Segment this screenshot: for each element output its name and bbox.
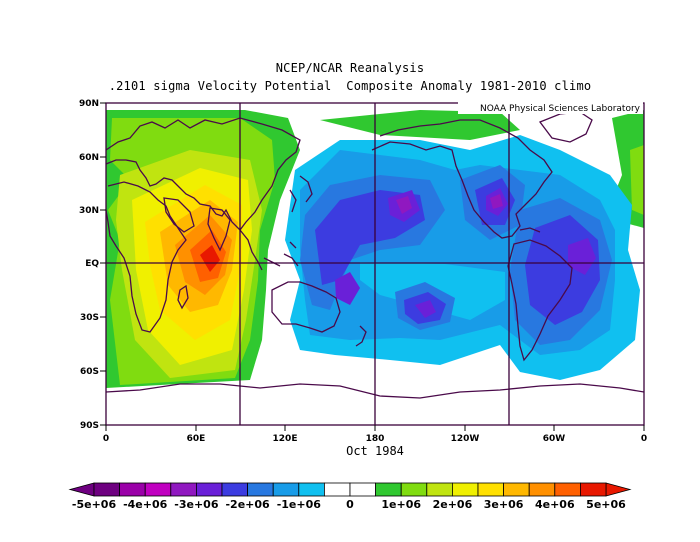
colorbar: [68, 482, 632, 497]
colorbar-arrow-left: [68, 482, 95, 497]
coastline-caribbean: [519, 227, 541, 233]
lon-label: 120E: [273, 434, 298, 444]
figure-subtitle: .2101 sigma Velocity Potential Composite…: [108, 79, 592, 93]
colorbar-label: -4e+06: [123, 498, 168, 511]
negative-anomaly-core: [396, 196, 412, 214]
lat-label: 30N: [79, 206, 99, 216]
colorbar-swatch: [272, 482, 300, 497]
lat-label: 60N: [79, 153, 99, 163]
colorbar-label: 3e+06: [484, 498, 524, 511]
colorbar-swatch: [144, 482, 172, 497]
coastline-arabia: [163, 197, 195, 233]
colorbar-swatch: [221, 482, 249, 497]
coastline-se-asia: [239, 229, 299, 271]
lat-label: 90S: [80, 421, 99, 431]
colorbar-labels: -5e+06 -4e+06 -3e+06 -2e+06 -1e+06 0 1e+06 2e+0…: [72, 498, 626, 511]
lat-label: 90N: [79, 99, 99, 109]
colorbar-swatch: [554, 482, 581, 497]
colorbar-swatch: [477, 482, 505, 497]
lon-label: 0: [641, 434, 647, 444]
colorbar-label: 0: [346, 498, 354, 511]
negative-anomaly-region: [415, 300, 436, 318]
negative-anomaly-region: [335, 272, 360, 305]
colorbar-label: -3e+06: [174, 498, 219, 511]
colorbar-label: 2e+06: [433, 498, 473, 511]
colorbar-swatch: [426, 482, 453, 497]
lat-label: 60S: [80, 367, 99, 377]
coastline-antarctica: [106, 383, 644, 399]
lat-label: 30S: [80, 313, 99, 323]
time-label: Oct 1984: [346, 444, 404, 458]
coastline-south-america: [507, 239, 573, 362]
colorbar-label: -1e+06: [277, 498, 322, 511]
negative-anomaly-core: [490, 194, 503, 209]
colorbar-label: -2e+06: [225, 498, 270, 511]
colorbar-label: 4e+06: [535, 498, 575, 511]
colorbar-arrow-right: [605, 482, 632, 497]
lon-label: 180: [366, 434, 385, 444]
coastlines: [106, 111, 644, 399]
lon-label: 0: [103, 434, 109, 444]
lon-label: 60E: [187, 434, 206, 444]
colorbar-swatch: [503, 482, 530, 497]
colorbar-swatch: [247, 482, 274, 497]
coastline-japan: [289, 175, 313, 213]
coastline-africa: [106, 181, 187, 333]
coastline-australia: [271, 281, 341, 333]
colorbar-swatch: [400, 482, 428, 497]
colorbar-swatch: [451, 482, 479, 497]
positive-anomaly-region: [630, 145, 644, 215]
colorbar-swatch: [375, 482, 402, 497]
positive-anomaly-region: [320, 110, 520, 140]
lat-label: EQ: [85, 259, 99, 269]
colorbar-swatch: [195, 482, 223, 497]
credit-label: NOAA Physical Sciences Laboratory: [480, 104, 641, 114]
lon-label: 120W: [451, 434, 480, 444]
coastline-north-america: [371, 119, 553, 239]
colorbar-label: 5e+06: [586, 498, 626, 511]
axis-ticks: [100, 102, 645, 431]
colorbar-swatch: [119, 482, 146, 497]
colorbar-swatch: [93, 482, 121, 497]
lon-label: 60W: [543, 434, 566, 444]
credit-box: [458, 102, 643, 114]
figure-title: NCEP/NCAR Reanalysis: [275, 61, 425, 75]
coastline-madagascar: [177, 284, 189, 310]
colorbar-swatch: [170, 482, 197, 497]
coastline-new-zealand: [355, 325, 367, 347]
positive-anomaly-core: [200, 245, 220, 272]
colorbar-swatch: [323, 482, 351, 497]
colorbar-label: 1e+06: [381, 498, 421, 511]
colorbar-swatch: [528, 482, 556, 497]
colorbar-label: -5e+06: [72, 498, 117, 511]
coastline-eurasia: [106, 117, 301, 231]
colorbar-swatch: [349, 482, 377, 497]
negative-anomaly-region: [568, 238, 596, 275]
coastline-india: [207, 207, 231, 252]
colorbar-swatch: [298, 482, 325, 497]
longitude-labels: 0 60E 120E 180 120W 60W 0: [103, 434, 647, 444]
grid-lines: [106, 103, 644, 425]
colorbar-swatch: [580, 482, 607, 497]
latitude-labels: 90N 60N 30N EQ 30S 60S 90S: [79, 99, 99, 431]
